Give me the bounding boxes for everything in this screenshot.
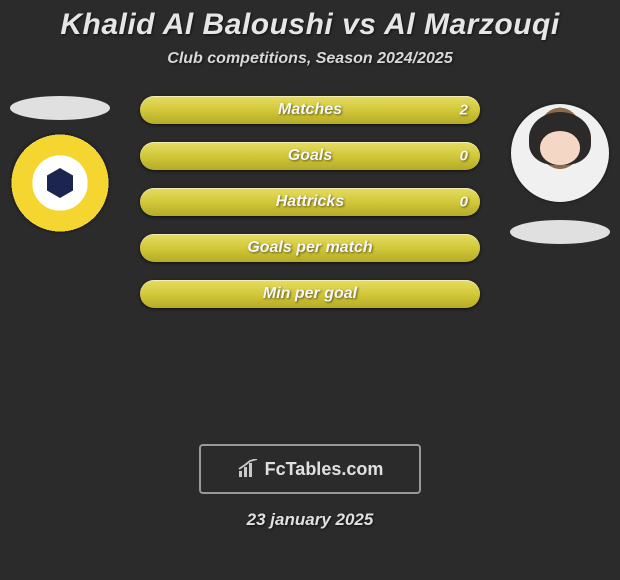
stat-label: Goals [288, 147, 332, 165]
stat-row-hattricks: Hattricks 0 [140, 188, 480, 216]
stat-pill-stack: Matches 2 Goals 0 Hattricks 0 Goals per … [140, 96, 480, 308]
stat-row-matches: Matches 2 [140, 96, 480, 124]
snapshot-date: 23 january 2025 [0, 510, 620, 530]
stat-row-goals-per-match: Goals per match [140, 234, 480, 262]
player-left-flag [10, 96, 110, 120]
stat-row-min-per-goal: Min per goal [140, 280, 480, 308]
comparison-subtitle: Club competitions, Season 2024/2025 [0, 50, 620, 68]
stat-right-value: 0 [460, 194, 468, 211]
branding-box[interactable]: FcTables.com [199, 444, 421, 494]
stat-right-value: 2 [460, 102, 468, 119]
stat-label: Goals per match [247, 239, 372, 257]
stat-right-value: 0 [460, 148, 468, 165]
player-right-column [500, 90, 620, 244]
player-left-club-badge [11, 134, 109, 232]
chart-icon [237, 459, 259, 479]
stat-label: Hattricks [276, 193, 344, 211]
stat-row-goals: Goals 0 [140, 142, 480, 170]
stat-label: Min per goal [263, 285, 357, 303]
branding-text: FcTables.com [265, 459, 384, 480]
player-right-flag [510, 220, 610, 244]
stat-label: Matches [278, 101, 342, 119]
comparison-body: Matches 2 Goals 0 Hattricks 0 Goals per … [0, 90, 620, 430]
player-left-column [0, 90, 120, 232]
player-right-avatar [511, 104, 609, 202]
comparison-title: Khalid Al Baloushi vs Al Marzouqi [0, 8, 620, 42]
